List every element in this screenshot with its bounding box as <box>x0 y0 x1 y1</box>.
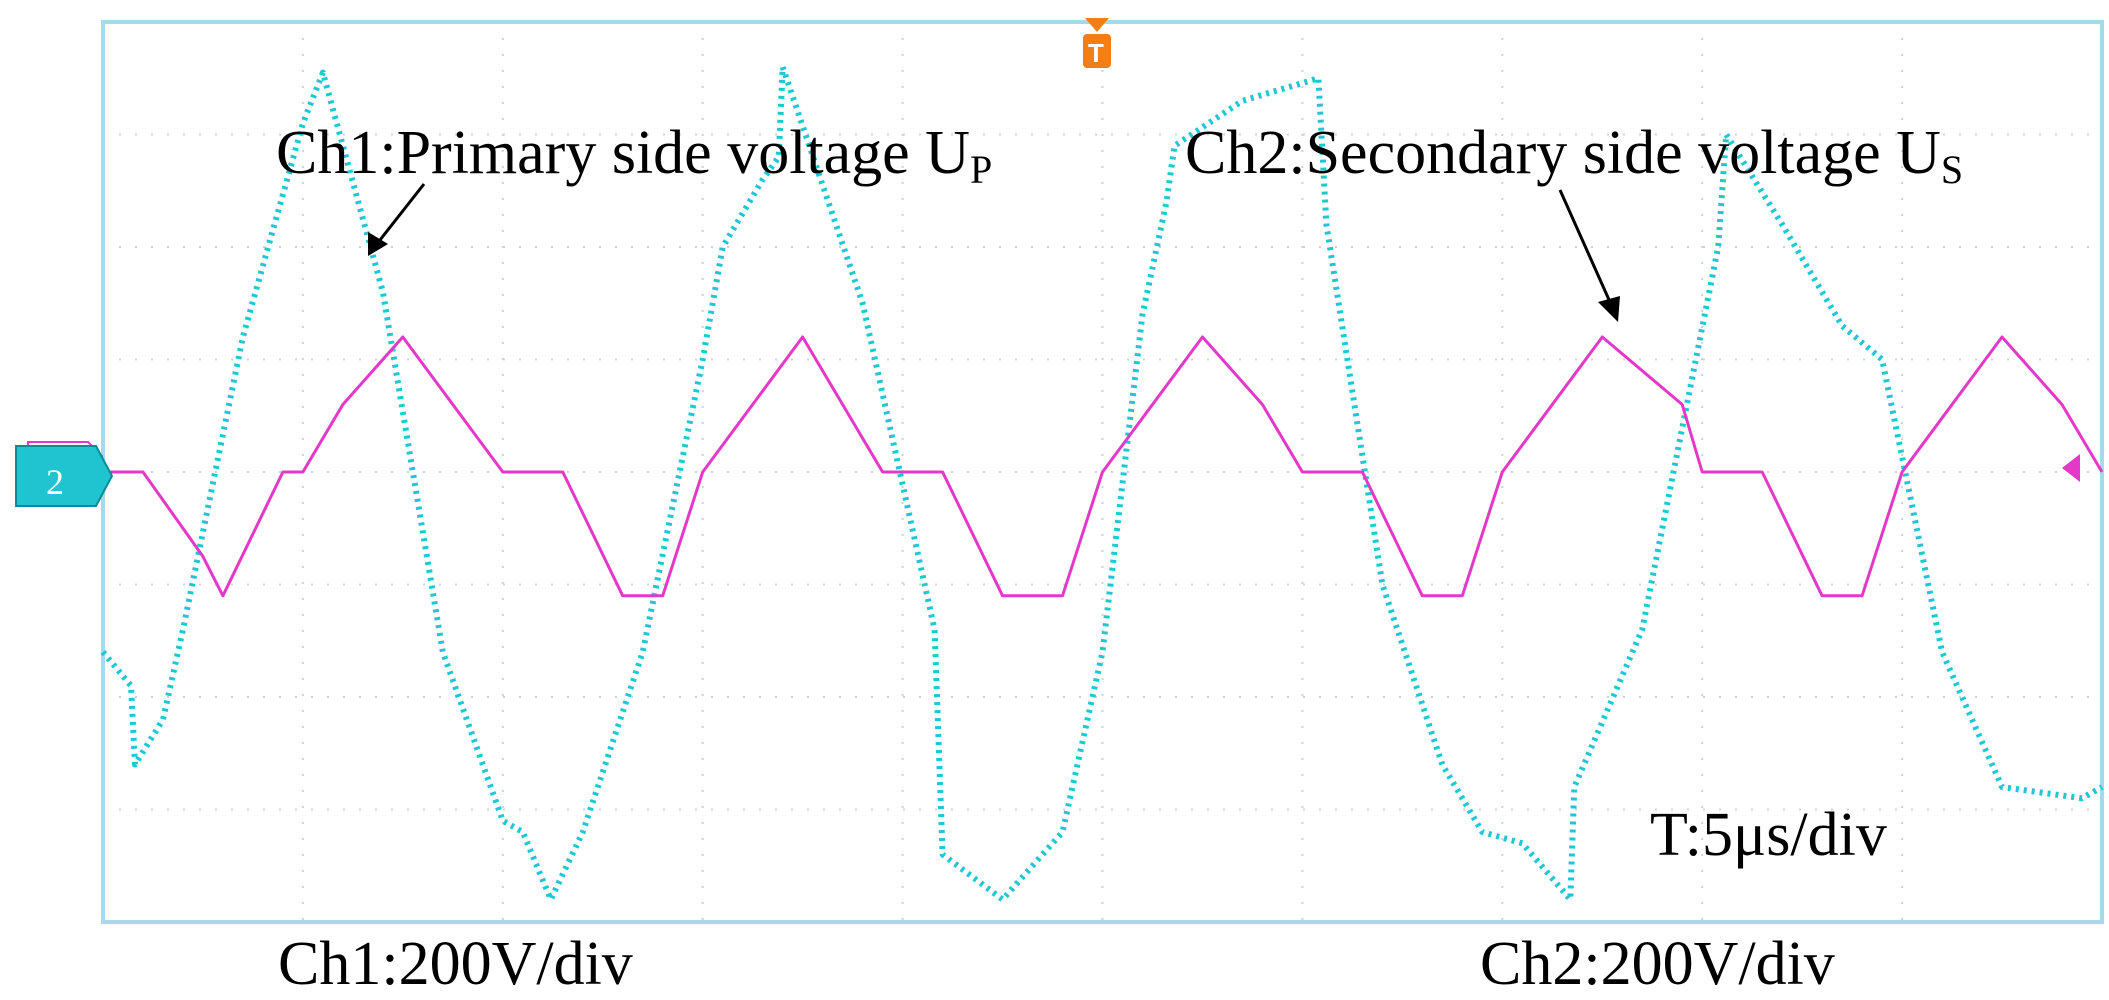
ch2-marker-label: 2 <box>46 462 64 502</box>
timebase-label: T:5μs/div <box>1650 801 1887 869</box>
trigger-marker-label: T <box>1088 38 1104 68</box>
ch1-annotation: Ch1:Primary side voltage UP <box>276 119 992 192</box>
ch2-ground-marker: 2 <box>15 441 114 507</box>
ch2-level-arrow <box>2062 454 2080 482</box>
series-layer <box>100 64 2104 903</box>
ch2-annotation-arrow <box>1558 189 1620 322</box>
ch1-annotation-arrow <box>368 183 426 256</box>
ch2-scale-label: Ch2:200V/div <box>1480 930 1835 998</box>
ch2-waveform <box>103 335 2104 598</box>
ch1-waveform <box>100 64 2104 903</box>
trigger-marker: T <box>1083 18 1111 68</box>
ch2-annotation: Ch2:Secondary side voltage US <box>1185 119 1963 192</box>
ch1-scale-label: Ch1:200V/div <box>278 930 633 998</box>
